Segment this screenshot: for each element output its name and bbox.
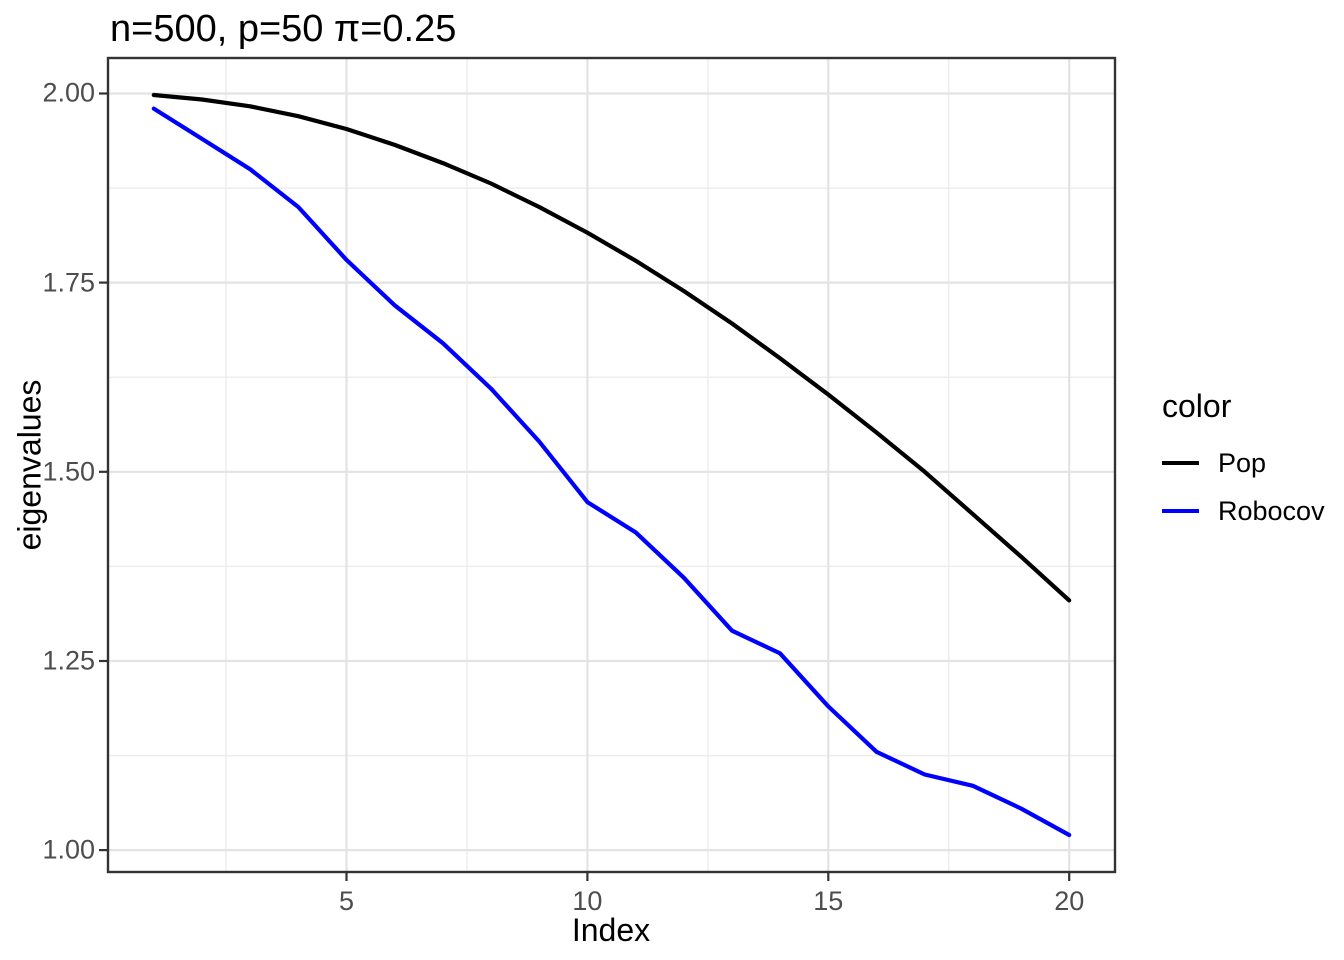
x-tick-label: 10: [572, 886, 603, 916]
legend: color Pop Robocov: [1162, 388, 1344, 545]
legend-title: color: [1162, 388, 1232, 424]
panel-border: [106, 56, 1117, 874]
legend-item-pop: Pop: [1162, 447, 1344, 478]
y-tick-label: 1.75: [42, 267, 95, 298]
x-tick-label: 15: [813, 886, 844, 916]
legend-label-robocov: Robocov: [1218, 495, 1325, 526]
panel-background: [108, 58, 1115, 872]
series-line-robocov: [151, 106, 1072, 838]
y-tick-label: 1.25: [42, 645, 95, 676]
x-tick-label: 20: [1054, 886, 1085, 916]
plot-title: n=500, p=50 π=0.25: [110, 8, 457, 50]
x-tick-label: 5: [338, 886, 355, 916]
y-tick-label: 1.00: [42, 834, 95, 865]
legend-swatch-robocov-line-icon: [1162, 509, 1199, 513]
legend-label-pop: Pop: [1218, 447, 1267, 478]
y-tick-label: 2.00: [42, 77, 95, 108]
legend-swatch-pop-line-icon: [1162, 461, 1199, 465]
series-line-pop: [151, 92, 1072, 603]
x-axis-title: Index: [571, 912, 651, 948]
y-tick-label: 1.50: [42, 456, 95, 487]
legend-item-robocov: Robocov: [1162, 495, 1344, 526]
